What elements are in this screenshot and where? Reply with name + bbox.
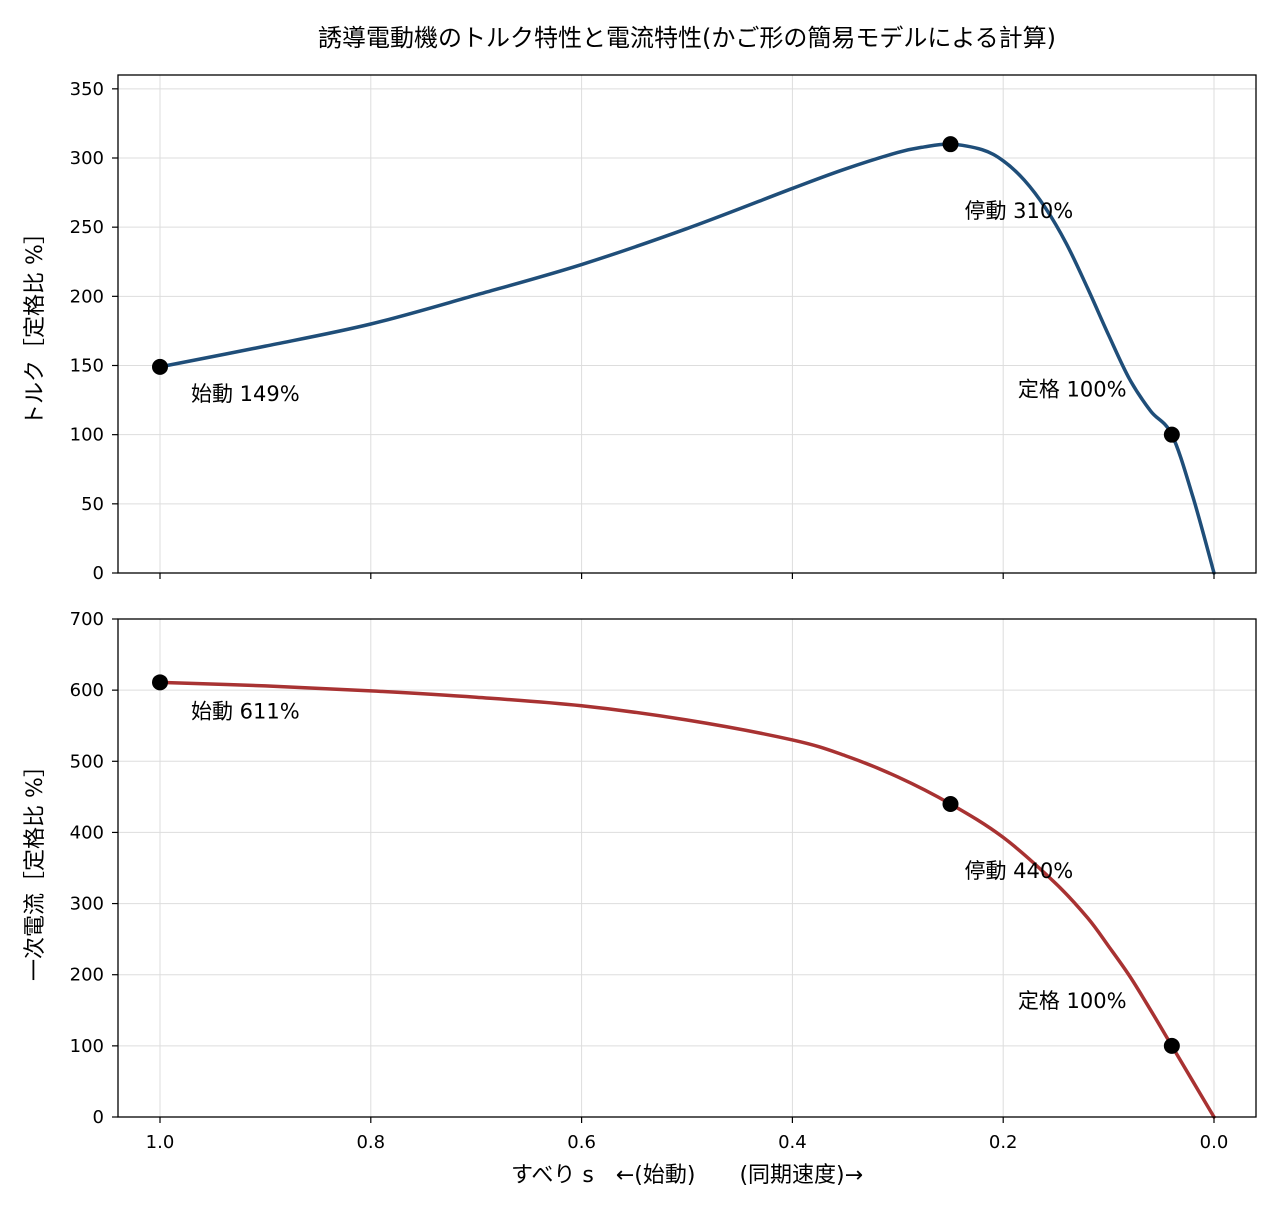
torque-y-tick-label-5: 250 bbox=[70, 217, 104, 238]
torque-marker-label-0: 始動 149% bbox=[191, 382, 300, 406]
x-tick-label-1: 0.8 bbox=[356, 1132, 385, 1153]
torque-y-tick-label-6: 300 bbox=[70, 148, 104, 169]
torque-y-tick-label-2: 100 bbox=[70, 425, 104, 446]
torque-axes-frame bbox=[117, 74, 1257, 574]
torque-y-tick-label-3: 150 bbox=[70, 356, 104, 377]
current-marker-label-2: 定格 100% bbox=[1018, 989, 1127, 1013]
chart-title: 誘導電動機のトルク特性と電流特性(かご形の簡易モデルによる計算) bbox=[318, 24, 1056, 52]
torque-marker-label-1: 停動 310% bbox=[965, 199, 1074, 223]
torque-marker-0 bbox=[152, 358, 168, 375]
current-marker-label-1: 停動 440% bbox=[965, 859, 1074, 883]
x-tick-label-3: 0.4 bbox=[778, 1132, 807, 1153]
current-y-tick-label-1: 100 bbox=[70, 1036, 104, 1057]
torque-marker-1 bbox=[942, 136, 959, 153]
torque-y-tick-label-7: 350 bbox=[70, 79, 104, 100]
torque-y-tick-label-1: 50 bbox=[81, 494, 104, 515]
current-y-tick-label-7: 700 bbox=[70, 609, 104, 630]
current-y-axis-label: 一次電流［定格比 %］ bbox=[23, 755, 48, 981]
torque-marker-2 bbox=[1163, 426, 1180, 443]
current-grid bbox=[118, 618, 1256, 1118]
torque-panel: 0 50 100 150 200 250 300 350 トルク［定格比 %］ 始動 149% 停動… bbox=[23, 74, 1257, 584]
torque-y-tick-label-4: 200 bbox=[70, 286, 104, 307]
current-y-tick-label-4: 400 bbox=[70, 822, 104, 843]
x-tick-label-4: 0.2 bbox=[989, 1132, 1018, 1153]
current-y-tick-label-5: 500 bbox=[70, 751, 104, 772]
x-tick-label-2: 0.6 bbox=[567, 1132, 596, 1153]
current-marker-label-0: 始動 611% bbox=[191, 699, 300, 723]
current-panel: 0 100 200 300 400 500 600 700 1.0 0.8 0.6 0.4 0.2 0.0… bbox=[23, 609, 1257, 1153]
current-y-tick-label-0: 0 bbox=[93, 1107, 104, 1128]
current-y-tick-label-2: 200 bbox=[70, 965, 104, 986]
torque-marker-label-2: 定格 100% bbox=[1018, 378, 1127, 402]
x-tick-label-0: 1.0 bbox=[146, 1132, 175, 1153]
current-y-tick-label-3: 300 bbox=[70, 894, 104, 915]
current-marker-0 bbox=[152, 674, 168, 691]
current-marker-1 bbox=[942, 795, 959, 812]
x-tick-label-5: 0.0 bbox=[1200, 1132, 1229, 1153]
x-axis-label: すべり s ←(始動) (同期速度)→ bbox=[511, 1163, 863, 1188]
current-series-line bbox=[158, 680, 1216, 1119]
torque-grid bbox=[118, 75, 1256, 574]
current-axes-frame bbox=[117, 618, 1257, 1118]
current-y-tick-label-6: 600 bbox=[70, 680, 104, 701]
torque-y-tick-label-0: 0 bbox=[93, 563, 104, 584]
current-marker-2 bbox=[1163, 1037, 1180, 1054]
torque-y-axis-label: トルク［定格比 %］ bbox=[23, 222, 48, 426]
